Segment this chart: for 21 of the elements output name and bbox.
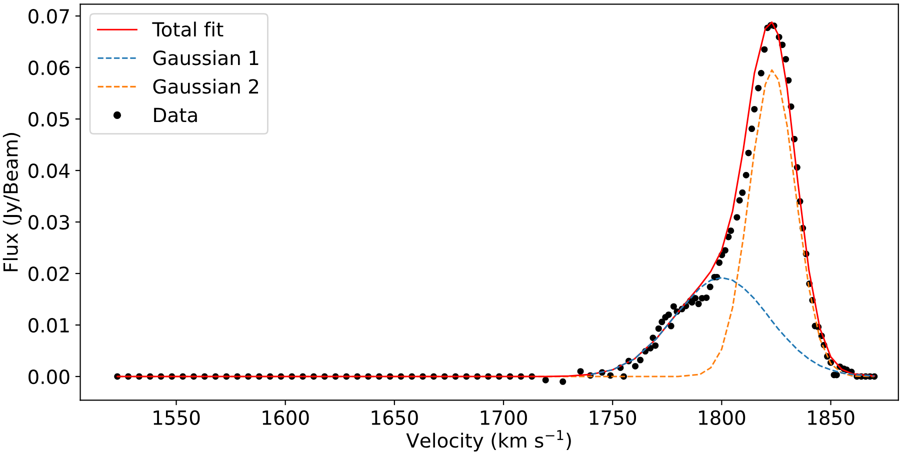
y-tick-label: 0.07: [28, 8, 69, 24]
x-tick-label: 1600: [262, 410, 309, 425]
x-axis-title: Velocity (km s$^{−1}$): [406, 430, 571, 452]
y-tick-label: 0.02: [28, 266, 69, 282]
x-tick-label: 1650: [372, 410, 418, 425]
legend-label: Gaussian 2: [153, 78, 258, 94]
y-tick-label: 0.00: [28, 369, 70, 384]
legend-label: Gaussian 1: [153, 50, 258, 66]
x-tick-label: 1750: [590, 410, 636, 425]
legend-label: Total fit: [152, 22, 224, 37]
y-tick-label: 0.03: [28, 214, 69, 230]
y-tick-label: 0.04: [28, 163, 70, 178]
y-tick-label: 0.01: [28, 318, 69, 333]
y-tick-label: 0.05: [28, 112, 69, 127]
y-axis-title: Flux (Jy/Beam): [2, 132, 22, 272]
y-tick-label: 0.06: [28, 60, 70, 76]
x-tick-label: 1850: [808, 410, 854, 425]
x-tick-label: 1700: [480, 410, 527, 425]
legend-label: Data: [154, 108, 197, 122]
x-tick-label: 1550: [154, 410, 200, 425]
x-tick-label: 1800: [699, 410, 746, 425]
